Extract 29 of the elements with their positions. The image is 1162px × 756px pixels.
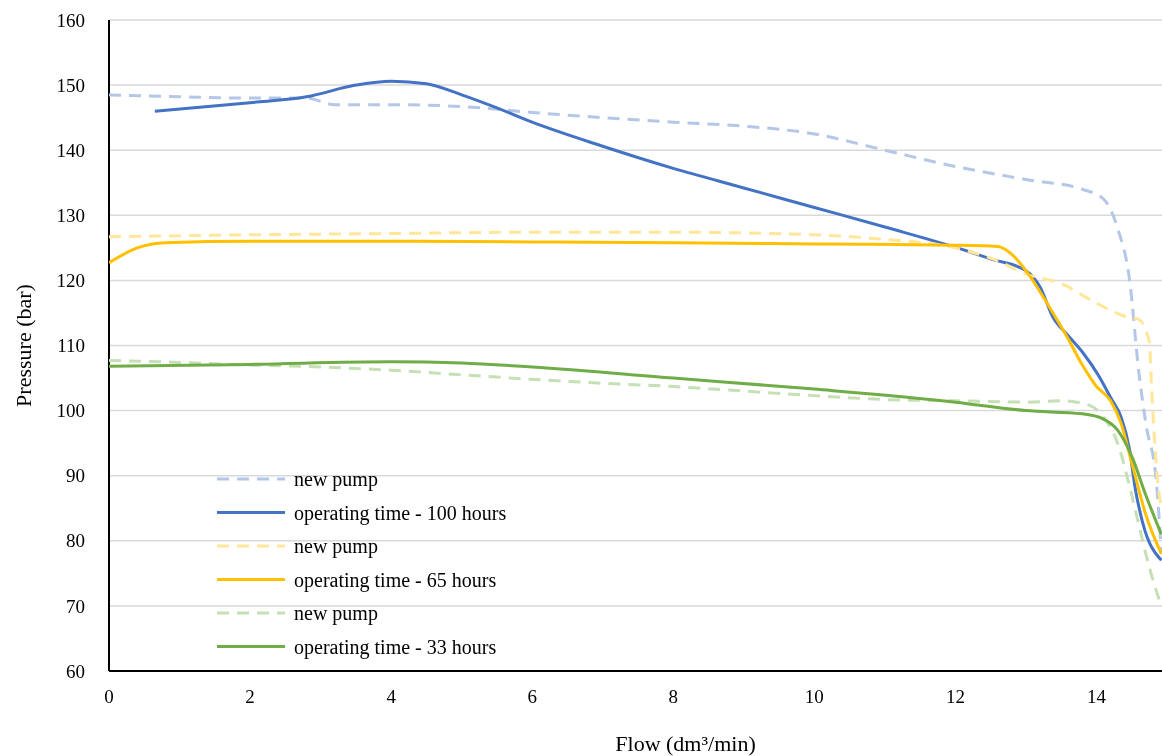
y-tick-label: 90 [66, 465, 85, 487]
y-tick-label: 120 [56, 270, 85, 292]
legend-label: operating time - 100 hours [294, 501, 507, 525]
y-tick-label: 130 [56, 204, 85, 226]
x-tick-label: 2 [245, 686, 255, 707]
legend-label: operating time - 65 hours [294, 568, 497, 592]
x-tick-label: 8 [668, 686, 679, 707]
x-tick-label: 10 [804, 686, 824, 707]
x-tick-label: 12 [945, 686, 965, 707]
legend-label: operating time - 33 hours [294, 635, 497, 659]
y-tick-label: 100 [56, 400, 85, 422]
line-series [109, 239, 1162, 556]
y-tick-label: 150 [56, 74, 85, 96]
line-series [109, 360, 1162, 536]
x-tick-label: 14 [1086, 686, 1107, 707]
legend-label: new pump [294, 468, 378, 491]
legend-label: new pump [294, 535, 378, 558]
y-tick-label: 160 [56, 9, 85, 31]
legend-label: new pump [294, 602, 378, 625]
x-tick-label: 6 [527, 686, 537, 707]
y-tick-label: 110 [57, 335, 85, 357]
x-tick-label: 4 [386, 686, 397, 707]
y-tick-label: 80 [66, 530, 85, 552]
y-axis-title: Pressure (bar) [11, 284, 36, 407]
y-tick-label: 140 [56, 139, 85, 161]
x-tick-label: 0 [104, 686, 114, 707]
x-axis-title: Flow (dm³/min) [615, 731, 756, 756]
y-tick-label: 70 [66, 595, 85, 617]
y-tick-label: 60 [66, 660, 85, 682]
